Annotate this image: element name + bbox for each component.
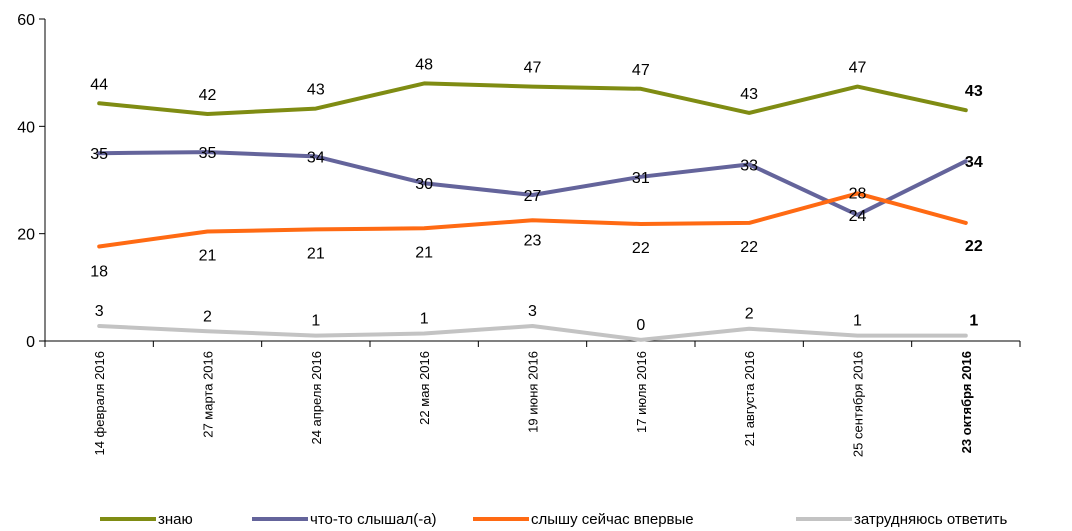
data-label: 34 bbox=[965, 154, 983, 171]
x-tick-label: 22 мая 2016 bbox=[417, 351, 432, 425]
x-tick-label: 25 сентября 2016 bbox=[851, 351, 866, 457]
series-line-3 bbox=[97, 191, 968, 249]
data-label: 35 bbox=[199, 145, 217, 162]
x-tick-label: 19 июня 2016 bbox=[526, 351, 541, 433]
data-label: 1 bbox=[853, 313, 862, 330]
data-label: 47 bbox=[524, 60, 542, 77]
data-label: 43 bbox=[307, 82, 325, 99]
data-label: 47 bbox=[849, 60, 867, 77]
series-line-1 bbox=[97, 81, 968, 116]
legend-label: что-то слышал(-а) bbox=[310, 511, 437, 528]
axes bbox=[44, 19, 1020, 342]
x-tick-label: 23 октября 2016 bbox=[959, 351, 974, 453]
data-label: 35 bbox=[90, 146, 108, 163]
data-label: 24 bbox=[849, 208, 867, 225]
x-axis-ticks: 14 февраля 2016 27 марта 2016 24 апреля 20… bbox=[44, 341, 1021, 457]
data-label: 30 bbox=[415, 176, 433, 193]
series-lines bbox=[97, 81, 968, 342]
data-label: 23 bbox=[524, 232, 542, 249]
data-label: 1 bbox=[311, 313, 320, 330]
y-axis-ticks: 0 20 40 60 bbox=[17, 12, 45, 351]
data-label: 22 bbox=[740, 239, 758, 256]
data-label: 33 bbox=[740, 157, 758, 174]
legend-label: затрудняюсь ответить bbox=[854, 511, 1007, 528]
data-label: 21 bbox=[415, 244, 433, 261]
data-label: 47 bbox=[632, 62, 650, 79]
y-tick-label: 0 bbox=[26, 334, 35, 351]
data-label: 3 bbox=[528, 303, 537, 320]
data-label: 27 bbox=[524, 188, 542, 205]
data-label: 3 bbox=[95, 303, 104, 320]
data-label: 28 bbox=[849, 185, 867, 202]
data-label: 22 bbox=[965, 238, 983, 255]
data-label: 43 bbox=[740, 86, 758, 103]
y-tick-label: 40 bbox=[17, 119, 35, 136]
data-label: 34 bbox=[307, 149, 325, 166]
legend: знаю что-то слышал(-а) слышу сейчас впервы… bbox=[100, 511, 1007, 528]
data-label: 21 bbox=[199, 248, 217, 265]
x-tick-label: 17 июля 2016 bbox=[634, 351, 649, 433]
data-label: 21 bbox=[307, 245, 325, 262]
data-label: 1 bbox=[969, 313, 978, 330]
data-label: 44 bbox=[90, 76, 108, 93]
y-tick-label: 20 bbox=[17, 227, 35, 244]
legend-label: знаю bbox=[158, 511, 193, 528]
data-label: 1 bbox=[420, 310, 429, 327]
data-label: 48 bbox=[415, 56, 433, 73]
data-label: 2 bbox=[203, 308, 212, 325]
data-label: 0 bbox=[636, 317, 645, 334]
data-label: 18 bbox=[90, 264, 108, 281]
legend-label: слышу сейчас впервые bbox=[531, 511, 694, 528]
x-tick-label: 14 февраля 2016 bbox=[92, 351, 107, 456]
data-label: 43 bbox=[965, 83, 983, 100]
data-label: 31 bbox=[632, 170, 650, 187]
data-label: 2 bbox=[745, 306, 754, 323]
series-line-4 bbox=[97, 324, 968, 342]
x-tick-label: 27 марта 2016 bbox=[201, 351, 216, 438]
data-label: 42 bbox=[199, 87, 217, 104]
x-tick-label: 21 августа 2016 bbox=[742, 351, 757, 446]
series-line-2 bbox=[97, 150, 968, 217]
y-tick-label: 60 bbox=[17, 12, 35, 29]
data-label: 22 bbox=[632, 240, 650, 257]
x-tick-label: 24 апреля 2016 bbox=[309, 351, 324, 445]
